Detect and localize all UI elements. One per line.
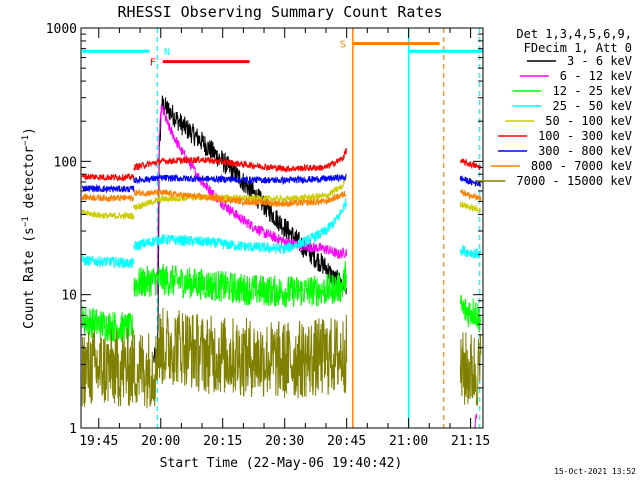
series-line-1-1 (474, 412, 478, 429)
series-line-6-2 (459, 175, 481, 188)
series-8 (81, 307, 482, 409)
series-line-4-1 (133, 175, 347, 211)
series-5 (81, 148, 482, 182)
series-line-5-2 (459, 157, 482, 171)
series-line-3-0 (81, 255, 135, 270)
x-tick-label-2: 20:15 (203, 434, 242, 449)
y-axis-label-part2: detector (22, 146, 37, 217)
series-line-7-1 (133, 188, 347, 208)
series-line-4-0 (81, 209, 135, 221)
chart-title: RHESSI Observing Summary Count Rates (117, 3, 442, 21)
series-line-7-0 (81, 193, 134, 204)
series-line-8-1 (156, 307, 348, 399)
legend-entry-1: 6 - 12 keV (560, 69, 632, 83)
legend-entry-7: 800 - 7000 keV (531, 159, 632, 173)
y-axis-label-part3: ) (22, 127, 37, 135)
x-tick-label-5: 21:00 (389, 434, 428, 449)
series-line-3-2 (459, 245, 482, 259)
series-2 (81, 261, 482, 344)
legend-header-detectors: Det 1,3,4,5,6,9, (516, 27, 632, 41)
series-line-8-0 (81, 328, 158, 409)
legend-entry-3: 25 - 50 keV (553, 99, 632, 113)
y-tick-label-2: 100 (54, 155, 77, 170)
x-tick-label-1: 20:00 (141, 434, 180, 449)
flare-label: F (150, 58, 156, 69)
y-tick-label-0: 1 (69, 422, 77, 437)
series-4 (81, 175, 482, 221)
y-axis-label-sup1: −1 (21, 216, 31, 227)
series-line-5-0 (81, 172, 135, 182)
series-line-4-2 (459, 201, 482, 214)
x-tick-label-0: 19:45 (79, 434, 118, 449)
series-line-5-1 (133, 148, 347, 174)
plot-area: NF S (81, 28, 483, 429)
series-line-3-1 (133, 198, 347, 255)
y-axis-label-part1: Count Rate (s (22, 227, 37, 329)
series-6 (81, 173, 481, 194)
series-line-2-1 (133, 261, 347, 308)
plot-frame (80, 27, 484, 429)
series-line-6-0 (81, 183, 135, 194)
footer-timestamp: 15-Oct-2021 13:52 (554, 467, 636, 476)
saa-label: S (340, 40, 346, 51)
legend-entry-5: 100 - 300 keV (538, 129, 632, 143)
x-axis: 19:45 20:00 20:15 20:30 20:45 21:00 21:15 (79, 28, 490, 449)
y-tick-label-1: 10 (61, 289, 77, 304)
legend-entry-4: 50 - 100 keV (545, 114, 632, 128)
legend-entry-2: 12 - 25 keV (553, 84, 632, 98)
y-axis-label-sup2: −1 (21, 135, 31, 146)
y-tick-label-3: 1000 (46, 22, 77, 37)
legend-entry-6: 300 - 800 keV (538, 144, 632, 158)
legend-header-fdecim: FDecim 1, Att 0 (524, 41, 632, 55)
series-line-8-2 (459, 332, 482, 406)
series-7 (81, 188, 482, 208)
x-tick-label-4: 20:45 (327, 434, 366, 449)
legend: Det 1,3,4,5,6,9, FDecim 1, Att 0 3 - 6 k… (476, 27, 632, 188)
night-label: N (164, 47, 170, 58)
x-axis-label: Start Time (22-May-06 19:40:42) (160, 456, 403, 471)
series-line-2-2 (459, 295, 482, 333)
series-line-6-1 (133, 173, 347, 186)
y-axis: 1 10 100 1000 (46, 22, 483, 437)
series-line-7-2 (459, 189, 482, 203)
x-tick-label-3: 20:30 (265, 434, 304, 449)
y-axis-label: Count Rate (s−1 detector−1) (21, 127, 37, 329)
series-3 (81, 198, 482, 270)
x-tick-label-6: 21:15 (451, 434, 490, 449)
legend-entry-8: 7000 - 15000 keV (516, 174, 632, 188)
legend-entry-0: 3 - 6 keV (567, 54, 632, 68)
series-line-2-0 (81, 305, 135, 344)
